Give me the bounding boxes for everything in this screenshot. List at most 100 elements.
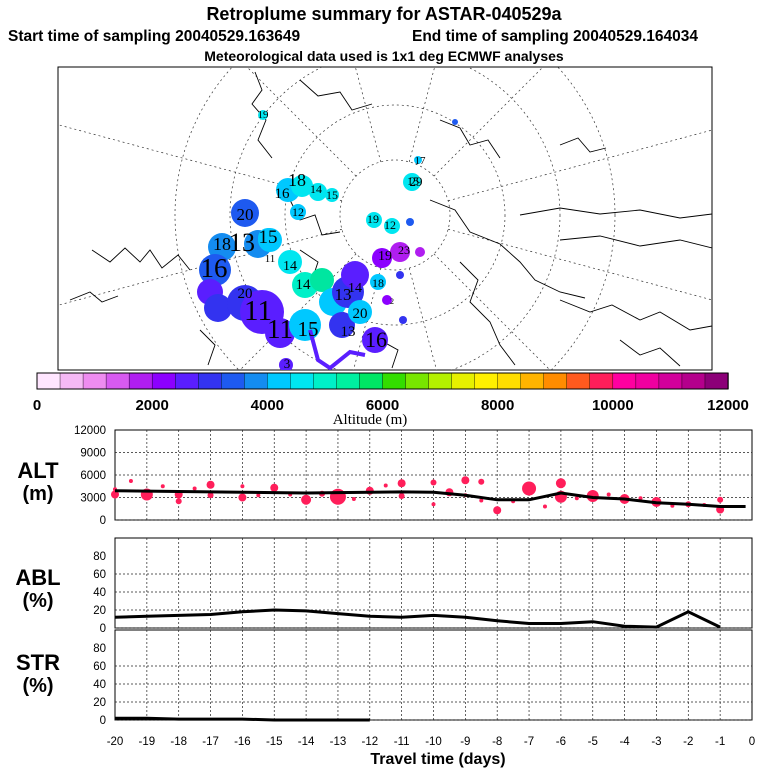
colorbar-tick-label: 6000 <box>366 397 399 414</box>
alt-dot <box>638 496 643 501</box>
plume-blob <box>384 218 400 234</box>
y-tick-label: 6000 <box>80 470 106 482</box>
plume-blob <box>415 247 425 257</box>
plume-label: 12 <box>292 205 304 219</box>
plume-blob <box>414 156 422 164</box>
met-data-note: Meteorological data used is 1x1 deg ECMW… <box>204 48 564 64</box>
x-tick-label: -18 <box>170 736 187 748</box>
x-tick-label: 0 <box>749 736 755 748</box>
x-tick-label: -19 <box>139 736 156 748</box>
plume-blob <box>348 300 372 324</box>
plume-label: 11 <box>267 314 293 344</box>
colorbar-cell <box>704 372 729 390</box>
plume-label: 3 <box>284 356 291 371</box>
colorbar-cell <box>589 372 614 390</box>
plume-blob <box>329 312 355 338</box>
colorbar-cell <box>244 372 269 390</box>
alt-dot <box>430 479 437 486</box>
plume-label: 20 <box>237 205 254 224</box>
plume-label: 15 <box>326 188 338 202</box>
alt-y-ticks: 12000 9000 6000 3000 0 <box>74 425 106 527</box>
y-tick-label: 9000 <box>80 448 106 460</box>
figure-title: Retroplume summary for ASTAR-040529a <box>206 4 562 24</box>
alt-dot <box>717 496 724 503</box>
plume-label: 11 <box>265 253 276 265</box>
colorbar-cell <box>267 372 292 390</box>
plume-blob <box>452 119 458 125</box>
plume-label: 19 <box>378 249 392 264</box>
plume-blob <box>399 316 407 324</box>
alt-dot <box>175 498 182 505</box>
x-tick-label: -6 <box>556 736 566 748</box>
x-tick-label: -5 <box>588 736 598 748</box>
plume-blobs <box>197 110 458 370</box>
plume-label: 20 <box>238 286 253 302</box>
coastlines <box>69 71 712 369</box>
y-tick-label: 60 <box>93 661 106 673</box>
y-tick-label: 12000 <box>74 425 106 437</box>
y-tick-label: 40 <box>93 679 106 691</box>
alt-dot <box>238 493 247 502</box>
colorbar-cell <box>428 372 453 390</box>
plume-blob <box>204 294 232 322</box>
colorbar-cell <box>313 372 338 390</box>
plume-blob <box>258 228 278 248</box>
plume-label: 29 <box>410 174 423 189</box>
colorbar-cells <box>36 372 729 390</box>
plume-blob <box>309 183 327 201</box>
abl-label: ABL <box>15 565 60 590</box>
plume-blob <box>231 199 259 227</box>
y-tick-label: 80 <box>93 643 106 655</box>
plume-blob <box>406 218 414 226</box>
plume-label: 19 <box>367 212 379 226</box>
plume-label: 18 <box>213 234 231 254</box>
plume-blob <box>289 309 321 341</box>
alt-dot <box>111 490 119 499</box>
x-tick-label: -10 <box>425 736 442 748</box>
colorbar-cell <box>290 372 315 390</box>
alt-dot <box>461 476 470 485</box>
y-tick-label: 0 <box>100 715 106 727</box>
alt-dot <box>398 493 405 499</box>
plume-label: 11 <box>244 295 272 327</box>
plume-label: 14 <box>348 281 362 296</box>
plume-blob <box>290 204 306 220</box>
end-time: End time of sampling 20040529.164034 <box>412 28 698 45</box>
plume-label: 13 <box>229 228 255 257</box>
alt-dot <box>574 496 579 501</box>
x-tick-label: -20 <box>107 736 124 748</box>
x-tick-label: -13 <box>330 736 347 748</box>
plume-label: 12 <box>384 218 396 232</box>
alt-dot <box>206 480 215 489</box>
alt-dot <box>479 498 484 503</box>
alt-dot <box>493 506 502 515</box>
str-unit: (%) <box>22 675 53 697</box>
colorbar-cell <box>451 372 476 390</box>
colorbar-cell <box>105 372 130 390</box>
colorbar-cell <box>474 372 499 390</box>
colorbar-cell <box>151 372 176 390</box>
colorbar-tick-label: 12000 <box>707 397 749 414</box>
plume-label: 18 <box>372 276 384 290</box>
plume-blob <box>403 173 421 191</box>
plume-label: 16 <box>365 327 387 352</box>
latitude-circles <box>174 67 616 370</box>
alt-dot <box>478 478 485 485</box>
plume-blob <box>382 295 392 305</box>
alt-dot <box>431 502 436 507</box>
colorbar-tick-label: 10000 <box>592 397 634 414</box>
x-tick-label: -14 <box>298 736 315 748</box>
map-frame <box>57 66 713 371</box>
colorbar-cell <box>174 372 199 390</box>
str-panel: STR (%) 80 60 40 20 0 <box>16 629 753 727</box>
x-tick-label: -11 <box>394 736 410 748</box>
alt-dot <box>522 481 537 496</box>
colorbar-cell <box>336 372 361 390</box>
y-tick-label: 40 <box>93 587 106 599</box>
plume-blob <box>372 248 392 268</box>
alt-unit: (m) <box>22 483 53 505</box>
plume-blob <box>199 254 231 286</box>
abl-panel: ABL (%) 80 60 40 20 0 <box>15 537 753 635</box>
colorbar-cell <box>658 372 683 390</box>
